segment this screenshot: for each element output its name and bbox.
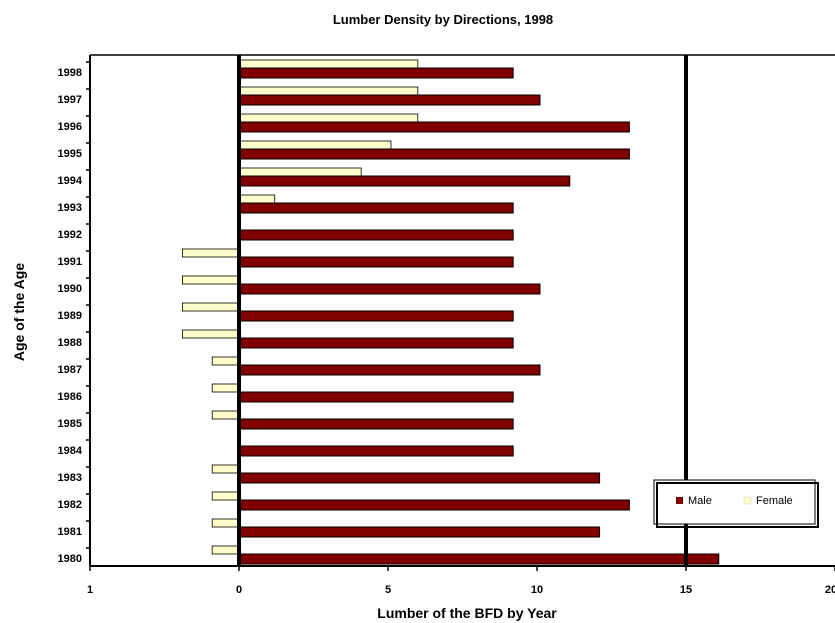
y-tick-label-1992: 1992: [58, 229, 82, 241]
bar-male-1987: [238, 364, 541, 376]
y-tick-label-1995: 1995: [58, 148, 82, 160]
y-tick-label-1991: 1991: [58, 256, 82, 268]
bar-male-1997: [238, 94, 541, 106]
y-tick-label-1981: 1981: [58, 526, 82, 538]
bars-layer: [181, 59, 720, 565]
legend: Male Female: [653, 479, 819, 528]
bar-male-1994: [238, 175, 571, 187]
bar-female-1991: [181, 248, 240, 258]
y-tick-label-1996: 1996: [58, 121, 82, 133]
bar-female-1982: [211, 491, 240, 501]
legend-shadow: [656, 482, 819, 528]
y-tick-label-1993: 1993: [58, 202, 82, 214]
y-tick-label-1985: 1985: [58, 418, 82, 430]
y-tick-label-1984: 1984: [58, 445, 83, 457]
y-tick-label-1990: 1990: [58, 283, 82, 295]
bar-female-1993: [238, 194, 276, 204]
y-tick-label-1986: 1986: [58, 391, 82, 403]
bar-male-1988: [238, 337, 514, 349]
bar-female-1988: [181, 329, 240, 339]
bar-female-1985: [211, 410, 240, 420]
bar-female-1980: [211, 545, 240, 555]
y-tick-label-1989: 1989: [58, 310, 82, 322]
bar-female-1995: [238, 140, 392, 150]
bar-male-1996: [238, 121, 630, 133]
bar-male-1995: [238, 148, 630, 160]
y-tick-label-1998: 1998: [58, 67, 82, 79]
bar-male-1985: [238, 418, 514, 430]
bar-female-1989: [181, 302, 240, 312]
bar-male-1991: [238, 256, 514, 268]
y-tick-label-1994: 1994: [58, 175, 83, 187]
bar-female-1996: [238, 113, 419, 123]
x-tick-label-0: 1: [87, 584, 93, 596]
ticks-layer: 1998 1997 1996 1995 1994 1993 1992 1991 1990 1989…: [58, 61, 835, 596]
bar-male-1993: [238, 202, 514, 214]
y-tick-label-1987: 1987: [58, 364, 82, 376]
x-tick-label-2: 5: [385, 584, 391, 596]
legend-label-female: Female: [756, 495, 793, 507]
bar-male-1982: [238, 499, 630, 511]
bar-female-1986: [211, 383, 240, 393]
bar-male-1981: [238, 526, 601, 538]
bar-female-1983: [211, 464, 240, 474]
bar-male-1992: [238, 229, 514, 241]
bar-male-1980: [238, 553, 720, 565]
x-tick-label-3: 10: [531, 584, 543, 596]
bar-male-1990: [238, 283, 541, 295]
y-tick-label-1980: 1980: [58, 553, 82, 565]
x-tick-label-4: 15: [680, 584, 692, 596]
y-tick-label-1983: 1983: [58, 472, 82, 484]
bar-female-1997: [238, 86, 419, 96]
x-axis-label: Lumber of the BFD by Year: [377, 605, 557, 621]
bar-male-1983: [238, 472, 601, 484]
bar-female-1981: [211, 518, 240, 528]
bar-male-1986: [238, 391, 514, 403]
bar-female-1994: [238, 167, 362, 177]
chart-title: Lumber Density by Directions, 1998: [333, 12, 553, 27]
x-tick-label-5: 20: [825, 584, 835, 596]
bar-male-1989: [238, 310, 514, 322]
bar-female-1990: [181, 275, 240, 285]
legend-swatch-female: [743, 496, 752, 505]
y-tick-label-1982: 1982: [58, 499, 82, 511]
axes-layer: [89, 55, 835, 571]
y-tick-label-1997: 1997: [58, 94, 82, 106]
y-tick-label-1988: 1988: [58, 337, 82, 349]
bar-female-1987: [211, 356, 240, 366]
y-axis-label: Age of the Age: [11, 263, 27, 361]
x-tick-label-1: 0: [236, 584, 242, 596]
bar-male-1998: [238, 67, 514, 79]
legend-swatch-male: [676, 497, 683, 504]
legend-label-male: Male: [688, 495, 712, 507]
bar-female-1998: [238, 59, 419, 69]
bar-male-1984: [238, 445, 514, 457]
